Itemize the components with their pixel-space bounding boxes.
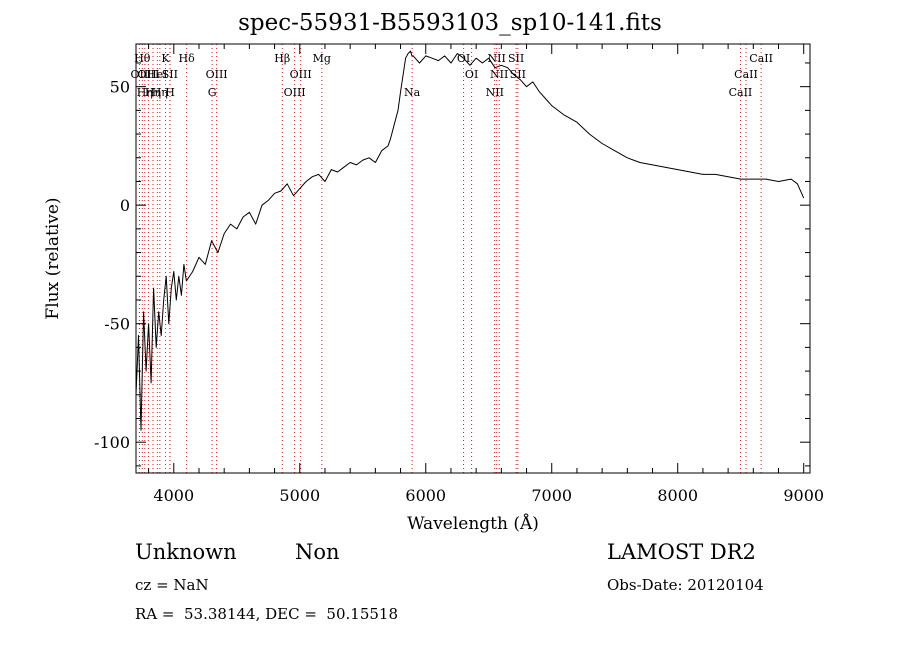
cz-value: cz = NaN [135, 576, 209, 594]
x-tick-label: 8000 [657, 486, 698, 505]
line-marker-label: CaII [734, 68, 758, 81]
y-tick-label: -50 [104, 315, 130, 334]
line-marker-label: OIII [284, 86, 306, 99]
line-marker-label: Hη [145, 86, 161, 99]
survey-label: LAMOST DR2 [607, 540, 756, 564]
line-marker-label: HeI [147, 68, 167, 81]
subclass-label: Non [295, 540, 340, 564]
x-axis-label: Wavelength (Å) [407, 513, 539, 534]
line-marker-label: G [208, 86, 217, 99]
y-tick-label: 50 [110, 78, 130, 97]
line-marker-label: CaII [729, 86, 753, 99]
y-axis-label: Flux (relative) [43, 197, 63, 319]
line-marker-label: Mg [313, 52, 331, 65]
line-marker-label: H [165, 86, 175, 99]
line-marker-label: CaII [749, 52, 773, 65]
line-marker-label: Hβ [274, 52, 290, 65]
x-tick-label: 7000 [531, 486, 572, 505]
line-marker-label: OIII [137, 68, 159, 81]
line-marker-label: Hθ [134, 52, 151, 65]
x-tick-label: 5000 [279, 486, 320, 505]
line-marker-label: Hη [152, 86, 168, 99]
line-marker-label: NII [486, 86, 504, 99]
x-tick-label: 4000 [153, 486, 194, 505]
line-marker-label: SII [508, 52, 524, 65]
y-tick-label: 0 [120, 196, 130, 215]
line-marker-label: Hδ [179, 52, 196, 65]
line-marker-label: Na [404, 86, 421, 99]
line-marker-label: OII [131, 68, 149, 81]
line-marker-label: OI [465, 68, 478, 81]
obs-date: Obs-Date: 20120104 [607, 576, 764, 594]
y-tick-label: -100 [94, 433, 130, 452]
line-marker-label: NII [488, 52, 506, 65]
line-marker-label: OI [457, 52, 470, 65]
x-tick-label: 9000 [783, 486, 824, 505]
line-marker-label: Hη [137, 86, 153, 99]
line-marker-label: SII [162, 68, 178, 81]
spectrum-line [135, 50, 805, 431]
line-marker-label: OIII [290, 68, 312, 81]
class-label: Unknown [135, 540, 237, 564]
line-marker-label: NII [490, 68, 508, 81]
plot-frame [135, 43, 811, 474]
line-marker-label: OIII [206, 68, 228, 81]
line-marker-label: K [161, 52, 170, 65]
coordinates: RA = 53.38144, DEC = 50.15518 [135, 605, 399, 623]
line-marker-label: SII [510, 68, 526, 81]
x-tick-label: 6000 [405, 486, 446, 505]
chart-title: spec-55931-B5593103_sp10-141.fits [238, 10, 662, 36]
